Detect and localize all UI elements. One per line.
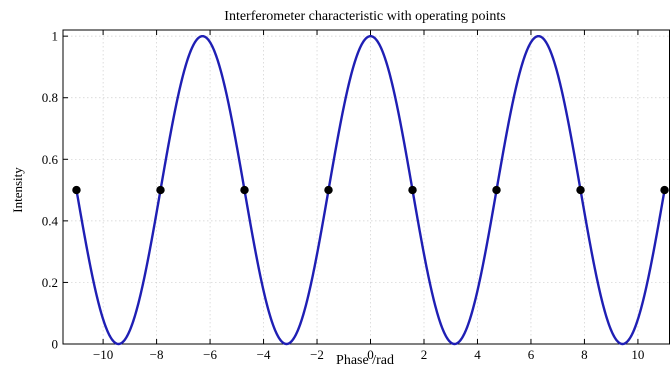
operating-points bbox=[72, 185, 669, 195]
x-tick-label: −8 bbox=[150, 347, 164, 362]
x-tick-label: −4 bbox=[257, 347, 271, 362]
x-tick-label: 6 bbox=[528, 347, 535, 362]
x-tick-label: 4 bbox=[474, 347, 481, 362]
y-tick-label: 1 bbox=[52, 29, 59, 44]
operating-point bbox=[240, 185, 249, 195]
x-tick-label: 8 bbox=[581, 347, 588, 362]
x-tick-label: −2 bbox=[310, 347, 324, 362]
x-axis-label: Phase /rad bbox=[336, 353, 394, 368]
x-tick-label: 0 bbox=[367, 347, 374, 362]
operating-point bbox=[408, 185, 417, 195]
y-tick-label: 0.2 bbox=[42, 275, 58, 290]
chart-title: Interferometer characteristic with opera… bbox=[224, 9, 505, 24]
operating-point bbox=[156, 185, 165, 195]
operating-point bbox=[492, 185, 501, 195]
x-tick-label: −10 bbox=[93, 347, 113, 362]
x-tick-label: −6 bbox=[203, 347, 217, 362]
intensity-curve bbox=[75, 34, 666, 346]
operating-point bbox=[576, 185, 585, 195]
y-tick-label: 0.6 bbox=[42, 152, 59, 167]
grid bbox=[63, 30, 670, 345]
operating-point bbox=[660, 185, 669, 195]
y-axis-label: Intensity bbox=[10, 167, 25, 213]
axis-ticks: −10 −8 −6 −4 −2 0 2 4 6 8 10 0 0.2 0.4 0.6 0.8 1 bbox=[42, 29, 645, 362]
x-tick-label: 2 bbox=[421, 347, 428, 362]
operating-point bbox=[324, 185, 333, 195]
operating-point bbox=[72, 185, 81, 195]
y-tick-label: 0.8 bbox=[42, 90, 58, 105]
y-tick-label: 0 bbox=[52, 337, 59, 352]
x-tick-label: 10 bbox=[631, 347, 644, 362]
curve-layer bbox=[75, 34, 666, 346]
y-tick-label: 0.4 bbox=[42, 213, 59, 228]
